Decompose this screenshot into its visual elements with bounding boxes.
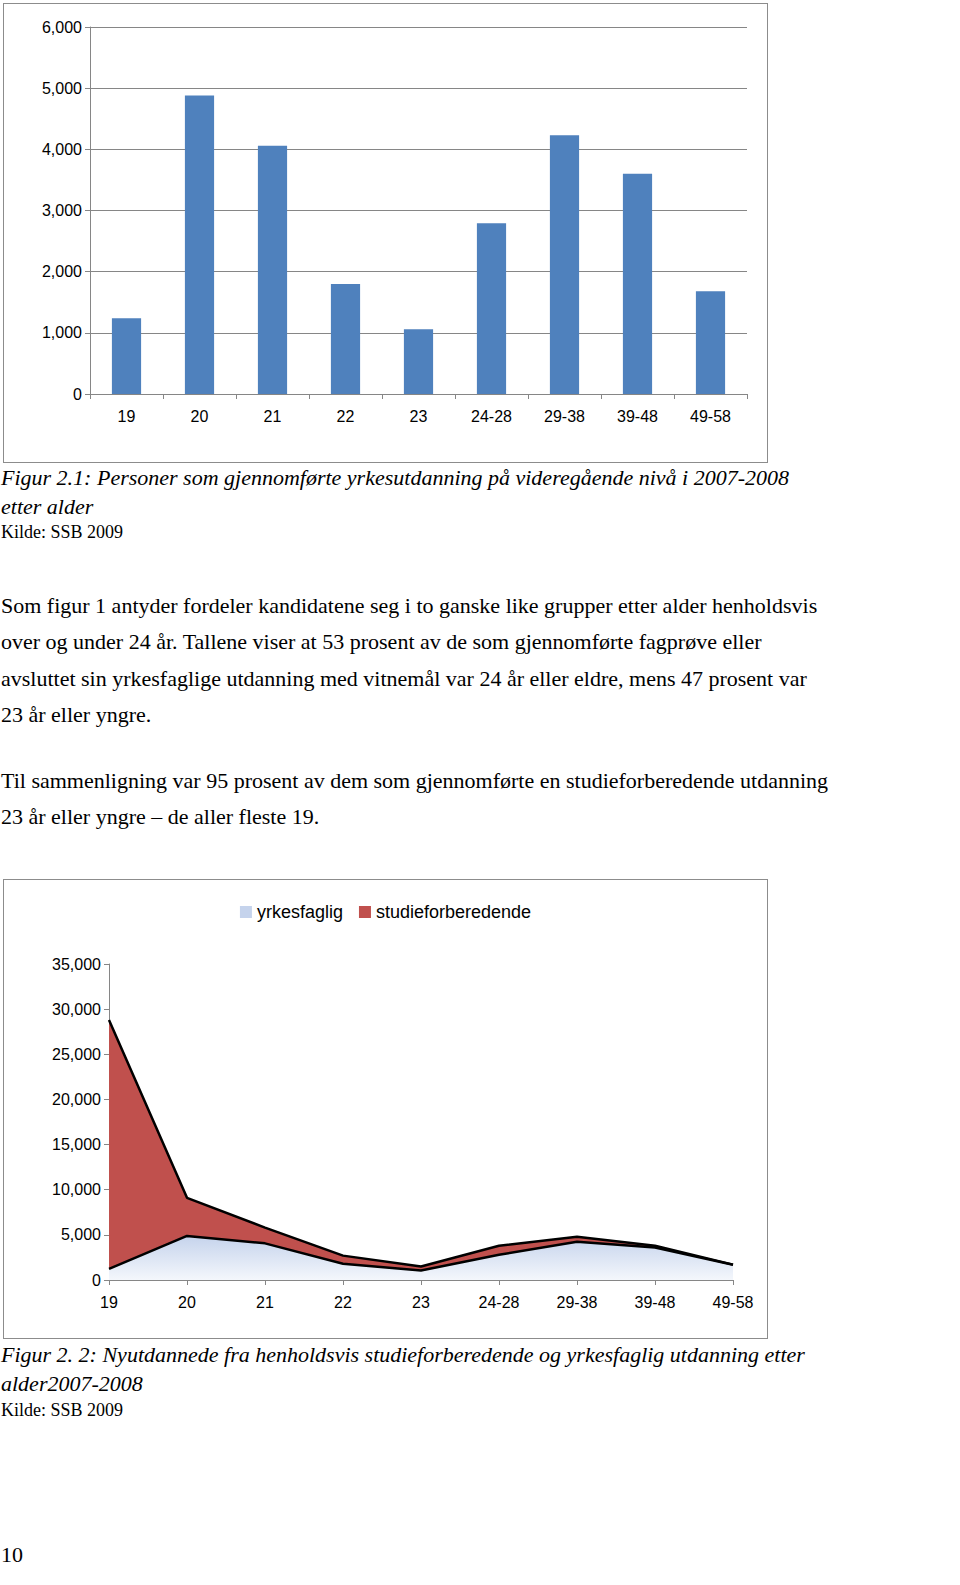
html-text:10: 10	[1, 1542, 23, 1567]
svg-text:49-58: 49-58	[713, 1294, 754, 1311]
svg-text:24-28: 24-28	[471, 408, 512, 425]
svg-text:0: 0	[73, 386, 82, 403]
svg-text:29-38: 29-38	[557, 1294, 598, 1311]
svg-text:0: 0	[92, 1272, 101, 1289]
svg-text:29-38: 29-38	[544, 408, 585, 425]
svg-text:4,000: 4,000	[42, 141, 82, 158]
svg-text:49-58: 49-58	[690, 408, 731, 425]
svg-text:20: 20	[178, 1294, 196, 1311]
html-text:over og under 24 år. Tallene v: over og under 24 år. Tallene viser at 53…	[1, 629, 762, 655]
html-text:23 år eller yngre.: 23 år eller yngre.	[1, 702, 152, 728]
html-text:23 år eller yngre – de aller f: 23 år eller yngre – de aller fleste 19.	[1, 804, 320, 830]
svg-text:24-28: 24-28	[479, 1294, 520, 1311]
html-text:avsluttet sin yrkesfaglige utd: avsluttet sin yrkesfaglige utdanning med…	[1, 665, 807, 691]
svg-text:10,000: 10,000	[52, 1181, 101, 1198]
html-text:Til sammenligning var 95 prose: Til sammenligning var 95 prosent av dem …	[1, 768, 829, 793]
svg-text:1,000: 1,000	[42, 324, 82, 341]
svg-text:15,000: 15,000	[52, 1136, 101, 1153]
html-text:alder2007-2008: alder2007-2008	[1, 1371, 143, 1396]
svg-text:23: 23	[410, 408, 428, 425]
svg-text:yrkesfaglig: yrkesfaglig	[257, 902, 343, 922]
svg-text:20,000: 20,000	[52, 1091, 101, 1108]
html-text:Som figur 1 antyder fordeler k: Som figur 1 antyder fordeler kandidatene…	[1, 593, 818, 618]
html-text:Kilde: SSB 2009: Kilde: SSB 2009	[1, 522, 123, 542]
svg-text:5,000: 5,000	[61, 1226, 101, 1243]
svg-text:2,000: 2,000	[42, 263, 82, 280]
svg-text:22: 22	[337, 408, 355, 425]
svg-text:3,000: 3,000	[42, 202, 82, 219]
svg-text:20: 20	[191, 408, 209, 425]
svg-text:39-48: 39-48	[617, 408, 658, 425]
svg-text:39-48: 39-48	[635, 1294, 676, 1311]
html-text:Kilde: SSB 2009: Kilde: SSB 2009	[1, 1400, 123, 1420]
svg-text:23: 23	[412, 1294, 430, 1311]
svg-text:19: 19	[100, 1294, 118, 1311]
svg-text:22: 22	[334, 1294, 352, 1311]
html-text:Figur 2.1: Personer som gjenno: Figur 2.1: Personer som gjennomførte yrk…	[1, 465, 789, 490]
svg-text:5,000: 5,000	[42, 80, 82, 97]
svg-text:25,000: 25,000	[52, 1046, 101, 1063]
svg-text:21: 21	[264, 408, 282, 425]
svg-text:21: 21	[256, 1294, 274, 1311]
svg-text:30,000: 30,000	[52, 1001, 101, 1018]
svg-text:35,000: 35,000	[52, 956, 101, 973]
html-text:Figur 2. 2: Nyutdannede fra he: Figur 2. 2: Nyutdannede fra henholdsvis …	[1, 1342, 805, 1367]
html-text:etter alder: etter alder	[1, 494, 94, 519]
svg-text:6,000: 6,000	[42, 19, 82, 36]
svg-text:19: 19	[118, 408, 136, 425]
svg-text:studieforberedende: studieforberedende	[376, 902, 531, 922]
